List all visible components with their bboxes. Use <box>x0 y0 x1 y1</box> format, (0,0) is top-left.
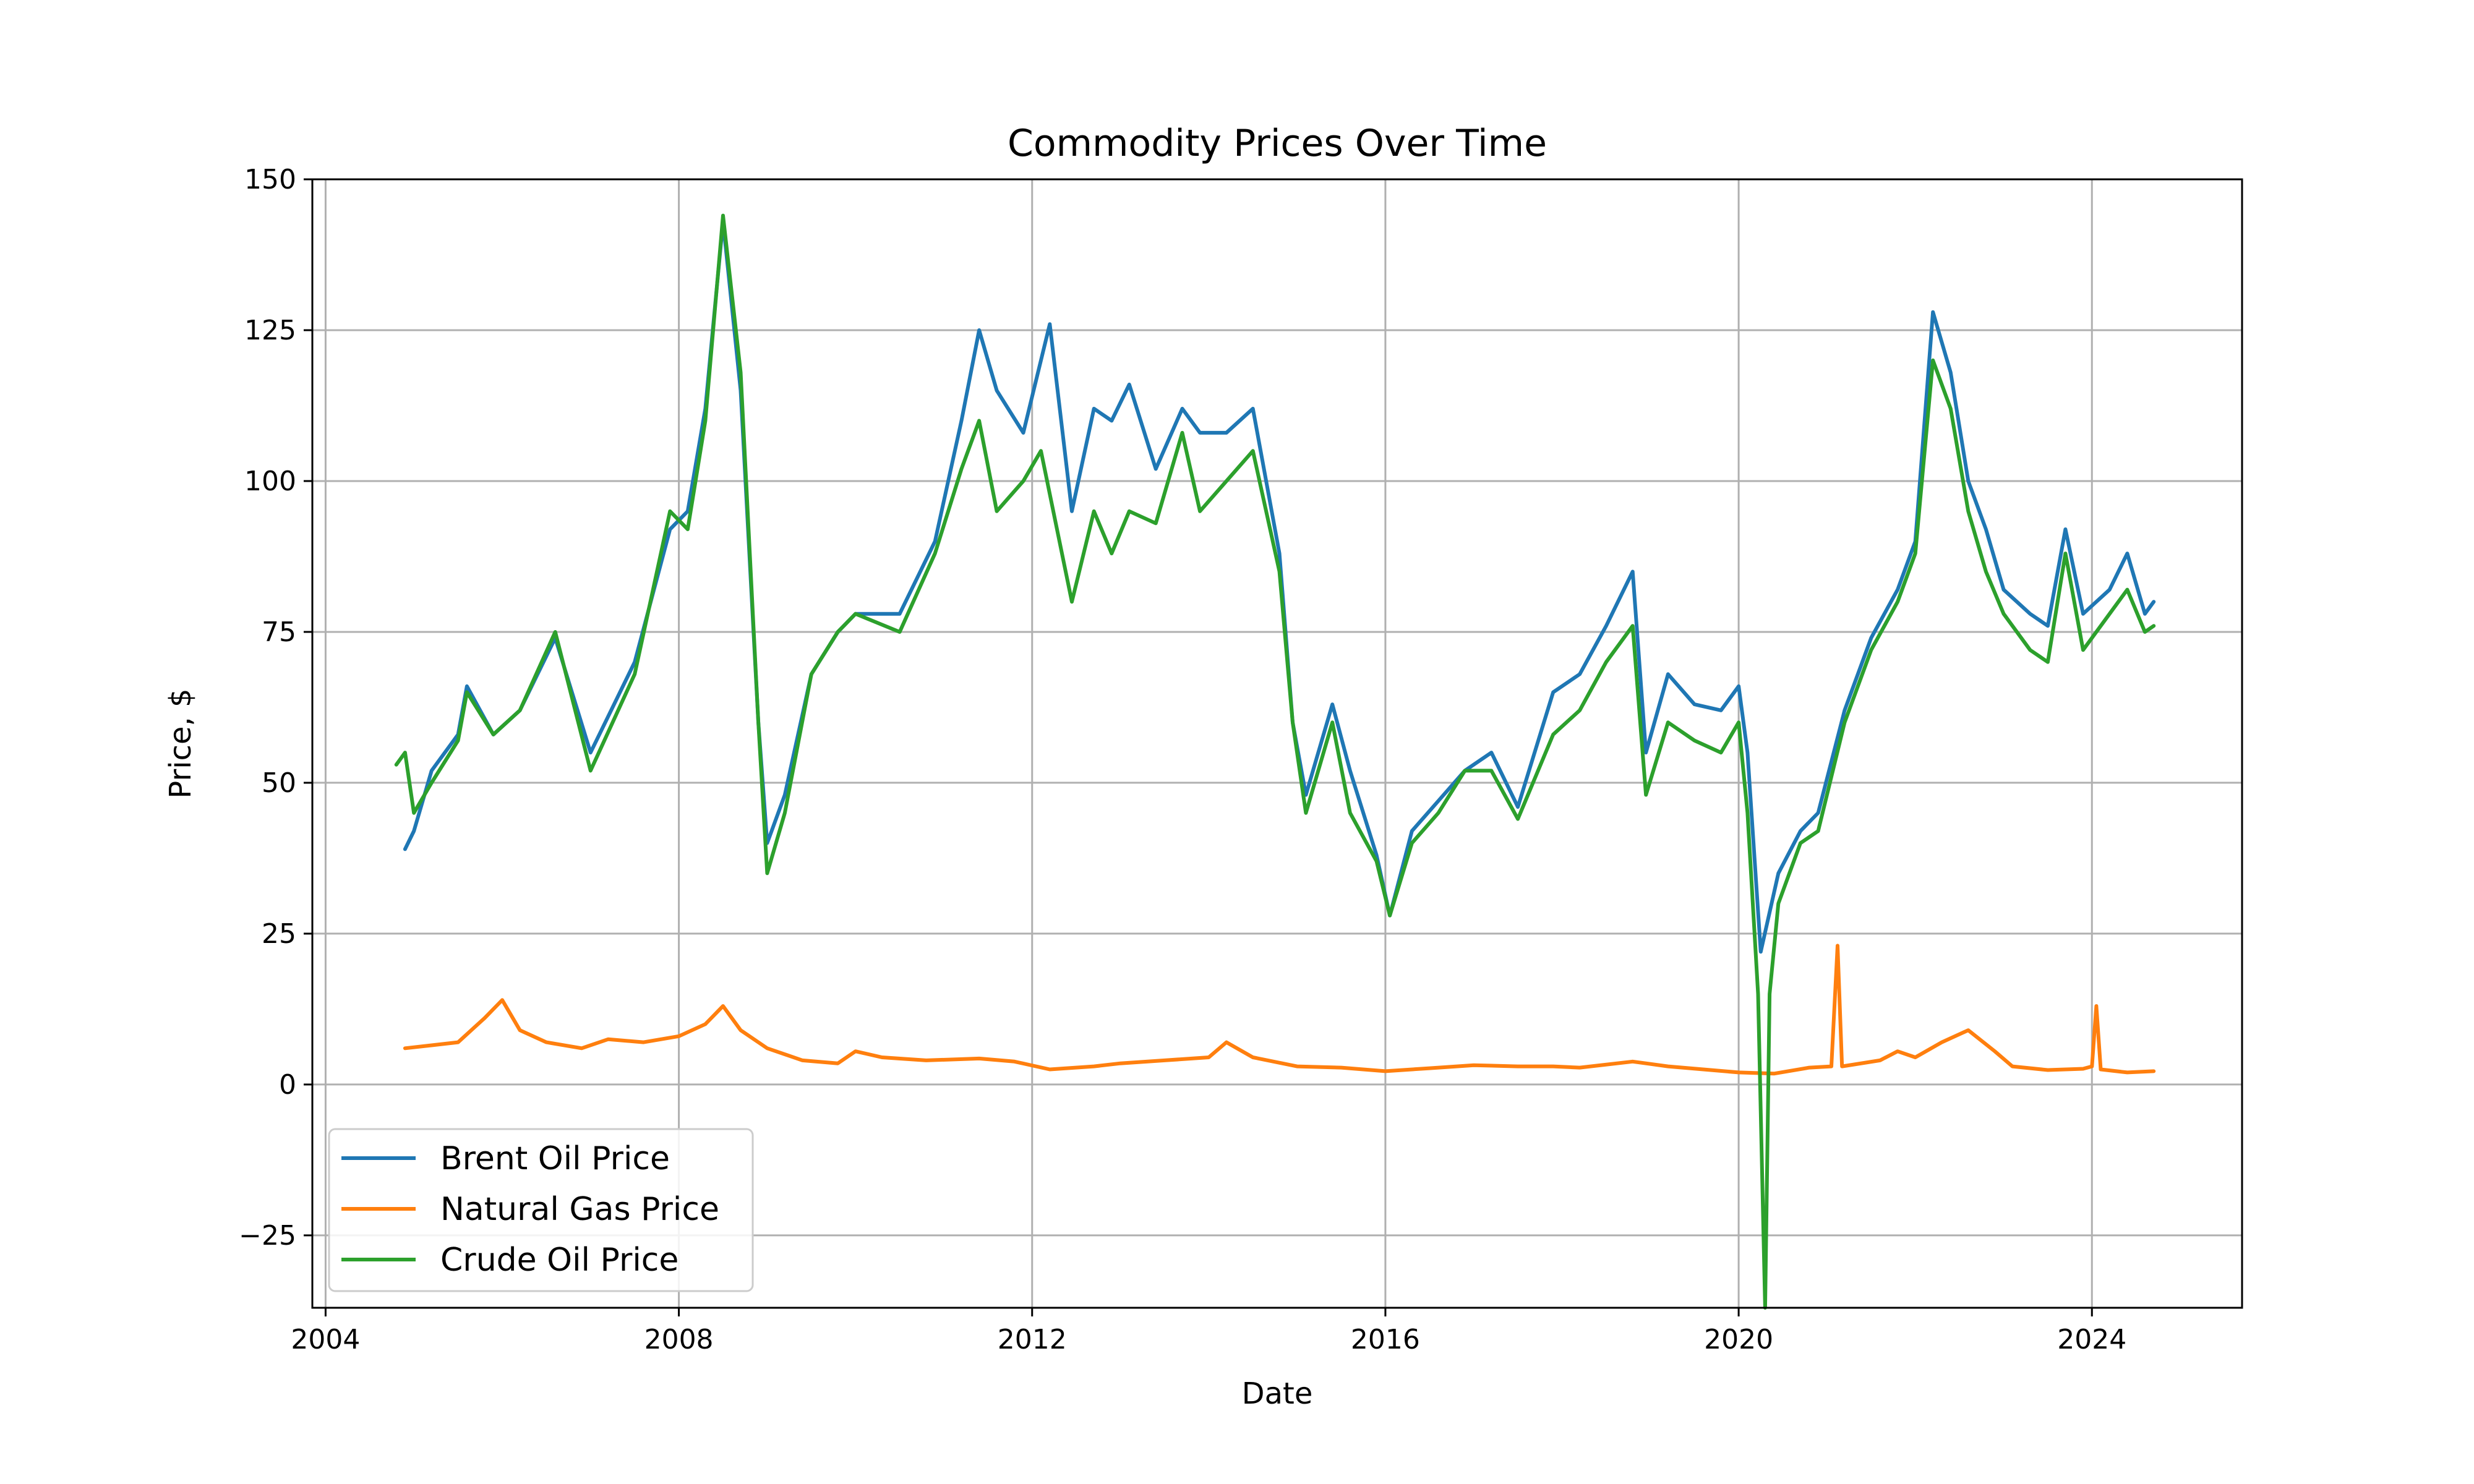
series-line-1 <box>403 944 2156 1076</box>
y-tick-label: 100 <box>244 466 296 497</box>
y-tick-label: 50 <box>262 767 296 799</box>
x-tick-label: 2008 <box>644 1324 714 1355</box>
legend-box <box>328 1128 754 1292</box>
y-tick-label: 0 <box>279 1069 296 1101</box>
y-tick-label: 75 <box>262 616 296 648</box>
legend: Brent Oil Price Natural Gas Price Crude Oi… <box>328 1128 754 1292</box>
legend-label-1: Natural Gas Price <box>440 1191 719 1228</box>
y-tick-label: 150 <box>244 164 296 195</box>
x-tick-label: 2016 <box>1351 1324 1420 1355</box>
legend-label-2: Crude Oil Price <box>440 1242 678 1279</box>
x-tick-label: 2024 <box>2057 1324 2126 1355</box>
x-tick-label: 2012 <box>998 1324 1067 1355</box>
series-line-2 <box>394 213 2156 1310</box>
x-tick-label: 2004 <box>291 1324 360 1355</box>
y-tick-label: −25 <box>239 1220 296 1252</box>
y-axis-label: Price, $ <box>163 688 198 798</box>
chart-title: Commodity Prices Over Time <box>1008 122 1547 165</box>
x-axis-label: Date <box>1242 1376 1313 1411</box>
series-lines <box>394 213 2156 1310</box>
axis-ticks: 2004 2008 2012 2016 2020 2024 −25 0 25 50 75 100 125… <box>239 164 2126 1355</box>
x-tick-label: 2020 <box>1704 1324 1773 1355</box>
y-tick-label: 125 <box>244 315 296 346</box>
y-tick-label: 25 <box>262 918 296 950</box>
plot-frame <box>311 178 2243 1309</box>
legend-label-0: Brent Oil Price <box>440 1140 670 1177</box>
